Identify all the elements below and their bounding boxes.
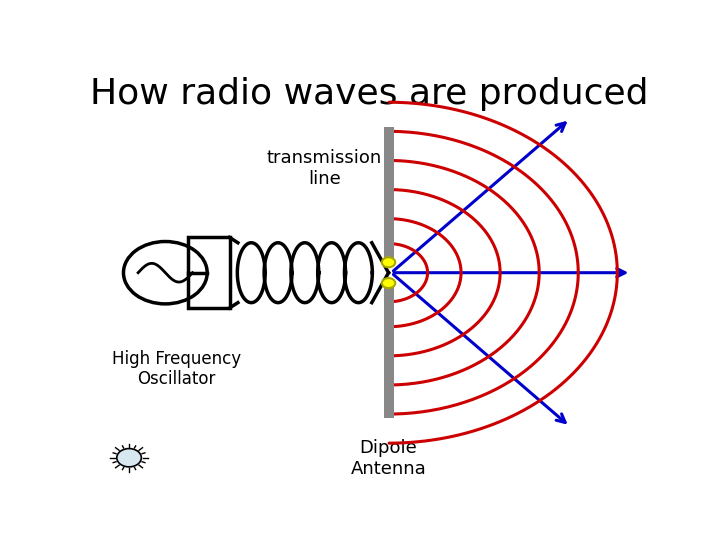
Circle shape	[382, 278, 395, 288]
Circle shape	[117, 449, 141, 467]
Text: Dipole
Antenna: Dipole Antenna	[351, 439, 426, 478]
Text: How radio waves are produced: How radio waves are produced	[90, 77, 648, 111]
Bar	[384, 127, 394, 265]
Bar	[188, 238, 230, 308]
Bar	[384, 281, 394, 418]
Text: High Frequency
Oscillator: High Frequency Oscillator	[112, 349, 241, 388]
Circle shape	[382, 258, 395, 267]
Text: transmission
line: transmission line	[266, 150, 382, 188]
